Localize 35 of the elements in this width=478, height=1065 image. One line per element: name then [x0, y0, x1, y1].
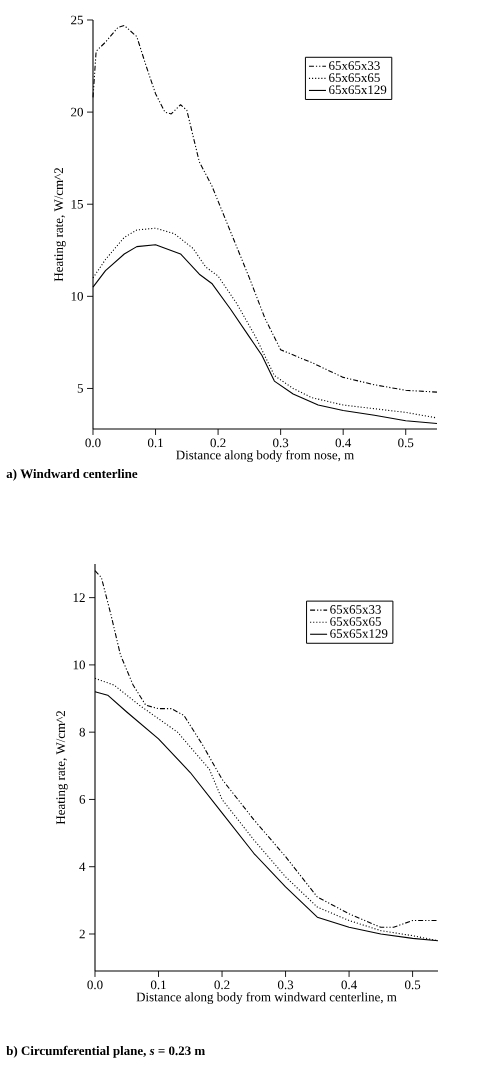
x-axis-title: Distance along body from windward centerline, m [136, 992, 397, 1005]
y-axis-title: Heating rate, W/cm^2 [54, 168, 66, 282]
y-tick-label: 5 [77, 384, 83, 393]
x-axis-title: Distance along body from nose, m [176, 450, 354, 463]
x-tick-label: 0.3 [277, 980, 294, 990]
y-tick-label: 10 [71, 291, 84, 301]
x-tick-label: 0.4 [341, 980, 357, 990]
y-tick-label: 6 [79, 795, 86, 804]
legend-label: 65x65x129 [329, 85, 387, 95]
x-tick-label: 0.5 [404, 980, 421, 990]
x-tick-label: 0.3 [273, 438, 289, 448]
x-tick-label: 0.1 [150, 980, 166, 990]
x-tick-label: 0.4 [335, 438, 352, 448]
y-tick-label: 4 [79, 862, 86, 871]
y-tick-label: 15 [71, 199, 83, 209]
y-tick-label: 2 [79, 929, 85, 939]
x-tick-label: 0.2 [214, 980, 230, 990]
x-tick-label: 0.0 [87, 980, 103, 990]
legend-label: 65x65x129 [330, 629, 388, 638]
legend-label: 65x65x65 [329, 73, 380, 83]
text: b) Circumferential plane, s = 0.23 m [6, 1045, 205, 1058]
x-tick-label: 0.2 [210, 438, 226, 448]
y-tick-label: 10 [73, 660, 86, 670]
legend-label: 65x65x65 [330, 617, 381, 626]
y-tick-label: 25 [71, 15, 83, 25]
y-axis-title: Heating rate, W/cm^2 [56, 711, 68, 825]
y-tick-label: 8 [79, 727, 86, 737]
y-tick-label: 12 [73, 593, 85, 602]
text: a) Windward centerline [6, 469, 138, 481]
x-tick-label: 0.5 [398, 438, 414, 448]
y-tick-label: 20 [71, 107, 84, 117]
legend-label: 65x65x33 [329, 61, 380, 70]
x-tick-label: 0.0 [85, 438, 101, 448]
x-tick-label: 0.1 [147, 438, 163, 448]
legend-label: 65x65x33 [330, 605, 381, 614]
